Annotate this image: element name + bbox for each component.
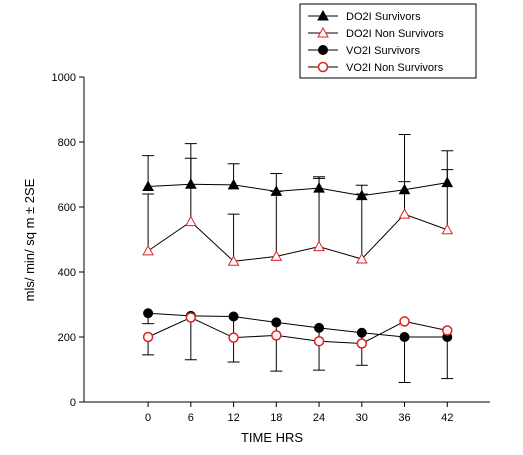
data-point (441, 223, 454, 235)
data-point (184, 215, 197, 227)
legend-marker (318, 45, 328, 55)
data-point (271, 317, 282, 328)
data-point (142, 244, 154, 256)
x-tick-label: 18 (270, 412, 282, 424)
series-line (147, 213, 448, 262)
data-point (227, 255, 240, 266)
data-point (442, 325, 453, 336)
data-point (142, 180, 154, 192)
data-point (356, 338, 368, 349)
legend-marker (317, 61, 329, 73)
data-point (185, 312, 197, 323)
y-tick-label: 400 (58, 267, 76, 279)
data-point (270, 185, 283, 196)
series-line (148, 312, 448, 338)
x-tick-label: 36 (398, 412, 410, 424)
data-point (270, 250, 283, 261)
data-point (227, 178, 240, 190)
data-point (398, 208, 411, 219)
data-point (228, 332, 239, 343)
series-markers (142, 176, 454, 349)
data-point (143, 308, 154, 319)
data-point (314, 322, 325, 333)
y-tick-label: 800 (58, 137, 76, 149)
data-point (313, 182, 325, 193)
data-point (355, 189, 368, 201)
data-point (184, 178, 197, 189)
x-tick-label: 0 (145, 412, 151, 424)
x-tick-label: 24 (313, 412, 325, 424)
x-tick-label: 30 (356, 412, 368, 424)
series-line (148, 182, 448, 197)
data-point (355, 252, 368, 264)
data-point (313, 335, 325, 347)
data-point (228, 311, 239, 322)
legend: DO2I Survivors DO2I Non Survivors VO2I Sur… (299, 3, 477, 79)
data-point (441, 176, 454, 188)
legend-label: VO2I Non Survivors (346, 62, 444, 74)
legend-marker (317, 9, 329, 21)
legend-marker (317, 26, 329, 38)
y-tick-label: 600 (58, 202, 76, 214)
x-tick-label: 42 (441, 412, 453, 424)
y-tick-label: 0 (70, 397, 76, 409)
legend-label: VO2I Survivors (346, 45, 420, 57)
y-tick-label: 200 (58, 332, 76, 344)
data-point (398, 183, 411, 195)
series-lines (147, 182, 448, 345)
data-point (399, 332, 410, 342)
series-line (147, 316, 448, 345)
data-point (271, 330, 282, 341)
data-point (313, 240, 325, 252)
x-tick-label: 12 (227, 412, 239, 424)
y-tick-label: 1000 (52, 72, 76, 84)
y-axis-label: mls/ min/ sq m ± 2SE (22, 178, 37, 301)
legend-label: DO2I Survivors (346, 11, 421, 23)
data-point (142, 331, 154, 343)
legend-label: DO2I Non Survivors (346, 28, 444, 40)
data-point (356, 327, 367, 338)
x-tick-label: 6 (188, 412, 194, 424)
axes: 0 200 400 600 800 1000 0 6 12 18 24 30 36 42 (52, 72, 490, 424)
x-axis-label: TIME HRS (241, 430, 303, 445)
data-point (399, 316, 410, 327)
error-bars (142, 134, 454, 383)
